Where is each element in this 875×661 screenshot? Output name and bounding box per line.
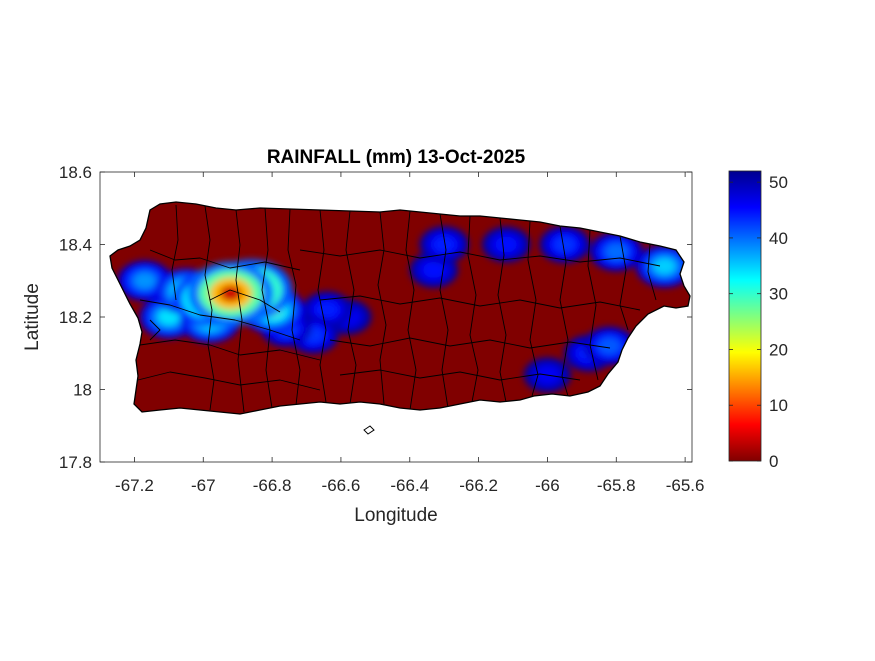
coastline — [109, 201, 691, 415]
rain-cell — [316, 301, 338, 318]
rain-cell — [133, 272, 156, 289]
x-tick-label: -66.4 — [390, 476, 429, 495]
municipality-boundary — [137, 371, 321, 391]
x-tick-label: -67 — [191, 476, 216, 495]
municipality-boundary — [317, 209, 327, 403]
rain-cell — [433, 236, 455, 253]
municipality-boundary — [261, 207, 273, 409]
y-axis: 17.8 18 18.2 18.4 18.6 — [59, 163, 692, 472]
rain-cell — [553, 236, 576, 253]
municipality-boundary — [287, 208, 301, 406]
x-tick-label: -66.2 — [459, 476, 498, 495]
x-axis: -67.2 -67 -66.8 -66.6 -66.4 -66.2 -66 -65.8 -65.… — [115, 172, 704, 495]
island-islet — [363, 425, 375, 435]
y-tick-label: 18.4 — [59, 236, 92, 255]
colorbar-tick-label: 50 — [769, 173, 788, 192]
municipality-boundary — [235, 209, 245, 413]
y-tick-label: 18.2 — [59, 308, 92, 327]
x-tick-label: -65.6 — [666, 476, 705, 495]
colorbar — [728, 170, 762, 462]
y-tick-label: 18.6 — [59, 163, 92, 182]
municipality-boundary — [149, 319, 161, 341]
colorbar-tick-label: 10 — [769, 396, 788, 415]
chart-title: RAINFALL (mm) 13-Oct-2025 — [267, 147, 526, 168]
municipality-boundary — [149, 249, 301, 271]
map-layer — [109, 201, 691, 435]
y-tick-label: 18 — [73, 381, 92, 400]
x-tick-label: -66 — [535, 476, 560, 495]
municipality-boundary — [339, 369, 581, 381]
municipality-boundary — [497, 217, 507, 403]
colorbar-tick-label: 20 — [769, 340, 788, 359]
municipality-boundary — [559, 225, 569, 397]
municipality-boundary — [319, 295, 641, 311]
colorbar-tick-label: 0 — [769, 452, 778, 471]
rain-cell — [158, 309, 180, 325]
municipality-boundary — [527, 220, 539, 397]
colorbar-tick-label: 40 — [769, 229, 788, 248]
rain-cell — [423, 261, 445, 278]
municipality-boundary — [647, 243, 657, 301]
municipality-boundary — [139, 299, 301, 341]
rain-cell — [653, 258, 676, 275]
municipality-boundary — [299, 249, 661, 267]
y-tick-label: 17.8 — [59, 453, 92, 472]
rain-cell — [598, 338, 621, 354]
x-axis-label: Longitude — [354, 505, 437, 526]
municipality-boundary — [587, 229, 599, 381]
rain-cell — [219, 285, 242, 302]
x-tick-label: -66.8 — [253, 476, 292, 495]
colorbar-tick-label: 30 — [769, 285, 788, 304]
municipality-boundary — [329, 337, 611, 349]
y-axis-label: Latitude — [22, 283, 43, 351]
municipality-boundary — [377, 211, 387, 405]
x-tick-label: -65.8 — [597, 476, 636, 495]
municipality-boundary — [619, 235, 629, 331]
municipality-boundary — [171, 204, 179, 301]
colorbar-ticks: 0 10 20 30 40 50 — [729, 173, 788, 471]
x-tick-label: -67.2 — [115, 476, 154, 495]
municipality-boundary — [204, 205, 215, 411]
x-tick-label: -66.6 — [322, 476, 361, 495]
municipality-boundaries — [137, 204, 661, 413]
municipality-boundary — [439, 213, 449, 409]
municipality-boundary — [209, 289, 281, 313]
rain-cell — [495, 236, 517, 253]
municipality-boundary — [139, 339, 321, 361]
municipality-boundary — [345, 210, 357, 405]
